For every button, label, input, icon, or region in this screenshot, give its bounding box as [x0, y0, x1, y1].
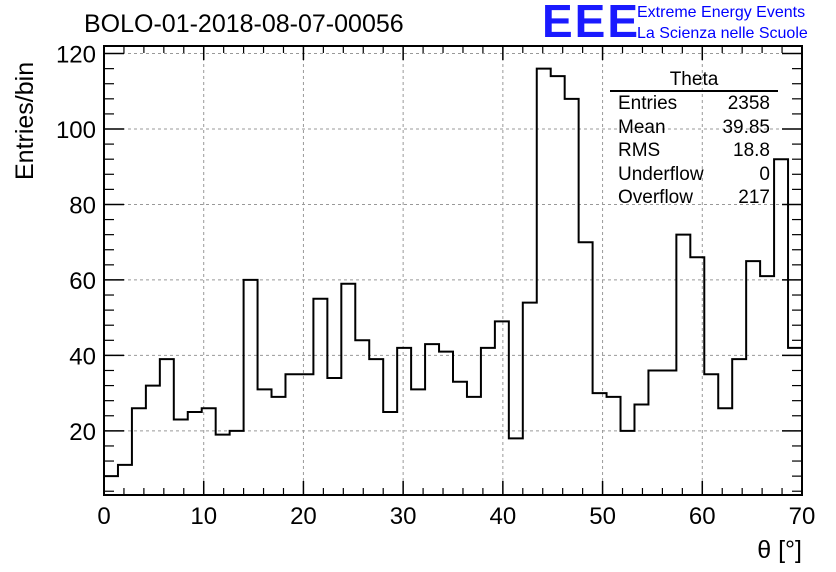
stats-title: Theta: [610, 70, 778, 92]
x-tick-label: 0: [97, 503, 110, 530]
stats-value: 2358: [727, 93, 770, 114]
logo-subtitle-2: La Scienza nelle Scuole: [637, 25, 808, 42]
stats-value: 39.85: [722, 116, 770, 138]
chart-title: BOLO-01-2018-08-07-00056: [84, 10, 404, 38]
stats-box: Theta Entries 2358 Mean 39.85 RMS 18.8 Underfl…: [610, 70, 778, 210]
stats-label: Entries: [618, 93, 678, 114]
tick-labels: 0 10 20 30 40 50 60 70 20 40 60 80 100 120: [56, 42, 815, 530]
x-tick-label: 50: [589, 503, 616, 530]
stats-row-rms: RMS 18.8: [610, 139, 778, 163]
y-tick-label: 20: [69, 419, 96, 446]
plot-frame: [103, 45, 803, 496]
axis-ticks: [103, 46, 803, 495]
logo-subtitle-1: Extreme Energy Events: [637, 4, 806, 21]
y-tick-label: 80: [69, 192, 96, 219]
stats-row-underflow: Underflow 0: [610, 163, 778, 187]
stats-label: RMS: [618, 140, 661, 161]
stats-value: 217: [738, 187, 770, 208]
stats-value: 0: [759, 163, 770, 185]
x-tick-label: 10: [190, 503, 217, 530]
x-tick-label: 40: [490, 503, 517, 530]
y-tick-label: 100: [56, 117, 96, 144]
x-tick-label: 60: [689, 503, 716, 530]
x-tick-label: 30: [390, 503, 417, 530]
y-tick-label: 40: [69, 343, 96, 370]
grid-lines: [104, 46, 802, 495]
stats-rows: Entries 2358 Mean 39.85 RMS 18.8 Underflow 0 Ove…: [610, 92, 778, 210]
stats-row-overflow: Overflow 217: [610, 186, 778, 210]
y-tick-label: 120: [56, 42, 96, 69]
y-tick-label: 60: [69, 268, 96, 295]
y-axis-label: Entries/bin: [11, 62, 39, 180]
stats-label: Mean: [618, 116, 666, 138]
eee-logo: EEE: [542, 0, 641, 47]
stats-row-mean: Mean 39.85: [610, 116, 778, 140]
x-axis-label: θ [°]: [757, 536, 802, 564]
stats-value: 18.8: [733, 140, 770, 161]
x-tick-label: 70: [789, 503, 816, 530]
stats-label: Overflow: [618, 187, 693, 208]
histogram-line: [104, 67, 802, 478]
x-tick-label: 20: [290, 503, 317, 530]
stats-label: Underflow: [618, 163, 704, 185]
stats-row-entries: Entries 2358: [610, 92, 778, 116]
